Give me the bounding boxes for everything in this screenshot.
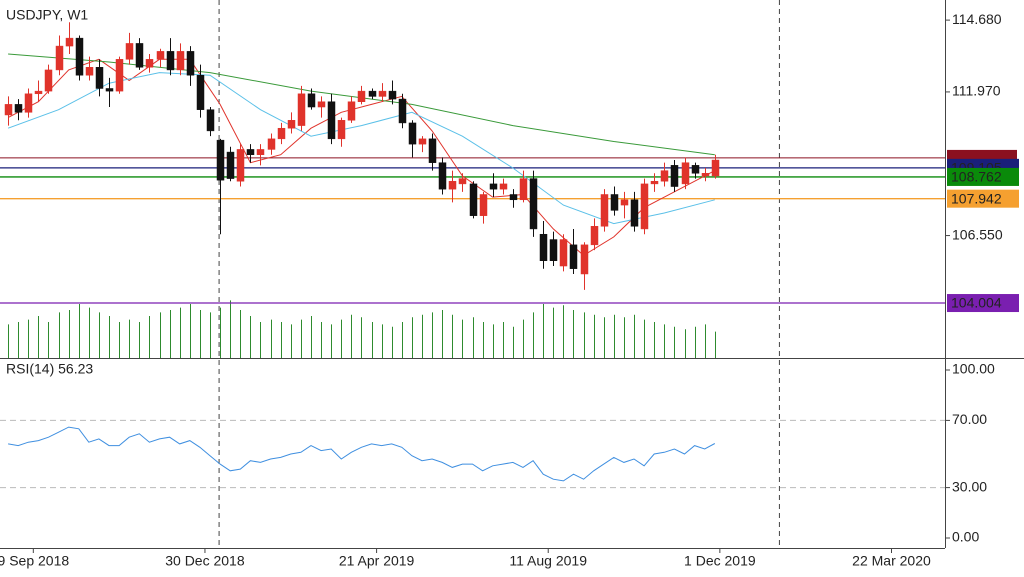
candle-body — [438, 162, 447, 190]
candle-body — [549, 239, 558, 261]
candle-body — [287, 120, 296, 129]
x-tick-label: 11 Aug 2019 — [509, 553, 587, 569]
candle-body — [176, 51, 185, 71]
candle-body — [357, 90, 366, 102]
candle-body — [206, 109, 215, 132]
candle-body — [650, 180, 659, 185]
candle-body — [529, 178, 538, 230]
candle-body — [701, 173, 710, 177]
candle-body — [509, 194, 518, 201]
level-label: 107.942 — [951, 190, 1002, 206]
candle-body — [105, 88, 114, 92]
candle-body — [166, 51, 175, 71]
candle-body — [236, 149, 245, 182]
rsi-tick-label: 70.00 — [952, 411, 987, 427]
candle-body — [226, 151, 235, 179]
chart-title: USDJPY, W1 — [6, 7, 88, 23]
x-tick-label: 21 Apr 2019 — [339, 553, 415, 569]
candle-body — [256, 149, 265, 155]
candle-body — [125, 43, 134, 60]
candle-body — [327, 101, 336, 140]
candle-body — [145, 59, 154, 68]
candle-body — [44, 69, 53, 92]
candle-body — [34, 90, 43, 95]
rsi-line — [8, 426, 716, 482]
level-label-bg — [947, 167, 1019, 186]
candle-body — [95, 67, 104, 89]
y-tick-label: 114.680 — [952, 11, 1002, 27]
candle-body — [448, 180, 457, 190]
candle-body — [569, 244, 578, 269]
candle-body — [297, 93, 306, 126]
candle-body — [24, 93, 33, 113]
candle-body — [711, 159, 720, 177]
candle-body — [267, 138, 276, 150]
candle-body — [580, 244, 589, 275]
candle-body — [489, 183, 498, 190]
rsi-tick-label: 0.00 — [952, 529, 979, 545]
candle-body — [408, 122, 417, 145]
candle-body — [317, 101, 326, 108]
candle-body — [499, 183, 508, 190]
candle-body — [14, 104, 23, 113]
level-label: 108.762 — [951, 169, 1002, 185]
candle-body — [85, 67, 94, 76]
candle-body — [590, 226, 599, 246]
moving-average — [7, 72, 715, 225]
rsi-tick-label: 100.00 — [952, 361, 995, 377]
candle-body — [469, 183, 478, 216]
candle-body — [428, 138, 437, 163]
rsi-title: RSI(14) 56.23 — [6, 361, 93, 377]
x-tick-label: 1 Dec 2019 — [684, 553, 756, 569]
candle-body — [610, 194, 619, 211]
candle-body — [378, 90, 387, 97]
candle-body — [670, 165, 679, 187]
candle-body — [398, 98, 407, 124]
candle-body — [681, 162, 690, 185]
candle-body — [186, 51, 195, 76]
candle-body — [115, 59, 124, 92]
candle-body — [458, 178, 467, 185]
candle-body — [216, 139, 225, 181]
candle-body — [75, 37, 84, 76]
candle-body — [620, 199, 629, 206]
candle-body — [519, 178, 528, 201]
moving-average — [7, 58, 716, 257]
candle-body — [660, 170, 669, 182]
x-tick-label: 9 Sep 2018 — [0, 553, 69, 569]
level-label-bg — [947, 294, 1019, 313]
y-tick-label: 106.550 — [952, 226, 1003, 242]
candle-body — [600, 194, 609, 227]
candle-body — [640, 183, 649, 230]
candle-body — [337, 120, 346, 140]
candle-body — [135, 43, 144, 68]
candle-body — [418, 138, 427, 145]
candle-body — [156, 51, 165, 60]
candle-body — [347, 101, 356, 121]
x-tick-label: 30 Dec 2018 — [165, 553, 245, 569]
candle-body — [630, 199, 639, 227]
level-label: 104.004 — [951, 295, 1002, 311]
candle-body — [479, 194, 488, 216]
candle-body — [65, 37, 74, 47]
candle-body — [368, 90, 377, 97]
candle-body — [388, 90, 397, 100]
candle-body — [246, 149, 255, 155]
candle-body — [559, 239, 568, 267]
candle-body — [196, 74, 205, 110]
candle-body — [539, 233, 548, 261]
candle-body — [307, 93, 316, 108]
candle-body — [691, 165, 700, 174]
candle-body — [55, 45, 64, 71]
candle-body — [4, 104, 13, 116]
level-label-bg — [947, 189, 1019, 208]
y-tick-label: 111.970 — [952, 83, 1001, 99]
candle-body — [277, 127, 286, 140]
rsi-tick-label: 30.00 — [952, 478, 987, 494]
x-tick-label: 22 Mar 2020 — [852, 553, 931, 569]
